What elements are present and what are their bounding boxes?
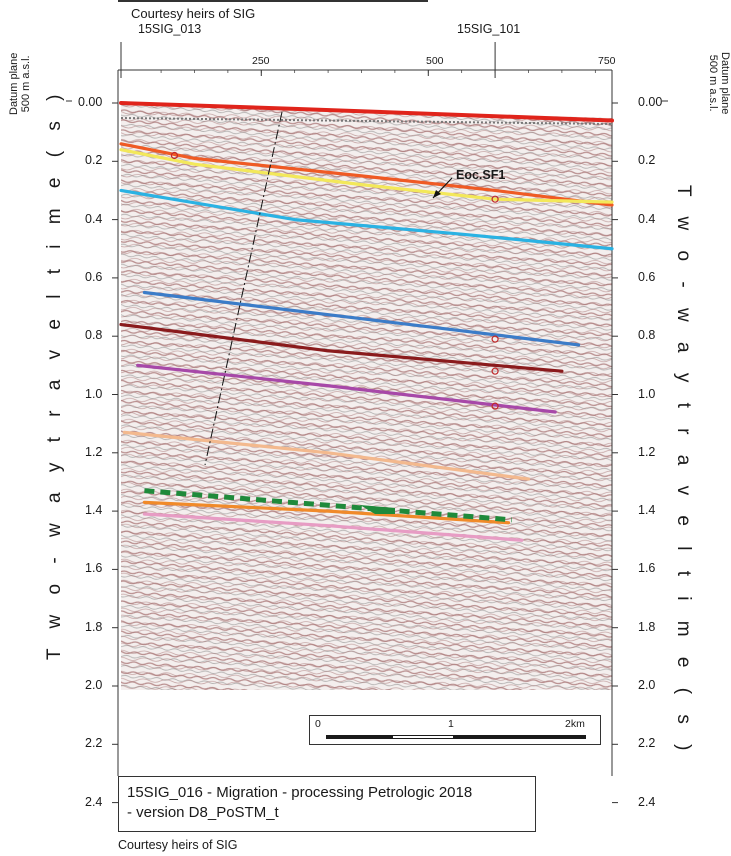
- well-label-15SIG_101: 15SIG_101: [457, 22, 521, 36]
- header-frame-line: [118, 0, 428, 2]
- cdp-tick-750: 750: [598, 55, 616, 67]
- y-tick-label-right: 0.00: [638, 95, 663, 109]
- y-tick-label-right: 0.2: [638, 153, 656, 168]
- y-tick-label-right: 1.4: [638, 503, 656, 518]
- well-tie-marker: [491, 195, 499, 203]
- y-tick-label: 1.0: [85, 386, 103, 401]
- section-frame: [117, 42, 613, 776]
- y-tick-label: 1.6: [85, 561, 103, 576]
- y-tick-label: 0.2: [85, 153, 103, 168]
- y-tick-label-right: 1.2: [638, 444, 656, 459]
- y-tick-label: 0.00: [78, 95, 103, 109]
- y-tick-label-right: 0.4: [638, 211, 656, 226]
- y-tick-label-right: 1.8: [638, 619, 656, 634]
- well-tie-marker: [491, 367, 499, 375]
- caption-line-2: - version D8_PoSTM_t: [127, 804, 279, 821]
- fault-dashdot-line: [204, 111, 283, 466]
- scale-bar: 0 1 2km: [309, 715, 601, 745]
- y-tick-label-right: 0.8: [638, 328, 656, 343]
- well-tie-marker: [170, 151, 179, 160]
- scale-bar-segment-3: [454, 735, 586, 739]
- y-tick-label: 0.8: [85, 328, 103, 343]
- dashed-green-fault: [144, 488, 512, 523]
- green-arrow-icon: [360, 505, 395, 514]
- y-tick-label: 2.0: [85, 678, 103, 692]
- cdp-tick-250: 250: [252, 55, 270, 67]
- scale-label-0: 0: [315, 718, 321, 730]
- y-tick-label-right: 2.2: [638, 736, 656, 751]
- scale-label-1: 1: [448, 718, 454, 730]
- datum-dotted-line: [120, 117, 613, 125]
- y-tick-label: 1.4: [85, 503, 103, 518]
- section-caption: 15SIG_016 - Migration - processing Petro…: [118, 776, 536, 832]
- y-tick-label-right: 1.6: [638, 561, 656, 576]
- horizon-pink: [142, 512, 524, 542]
- y-tick-label: 1.2: [85, 444, 103, 459]
- horizon-yellow: [119, 148, 614, 204]
- horizon-red: [119, 101, 614, 123]
- y-tick-label: 2.2: [85, 736, 103, 751]
- eoc-arrow-head-icon: [433, 190, 441, 198]
- horizon-blue: [142, 290, 581, 347]
- y-tick-label-right: 1.0: [638, 386, 656, 401]
- horizon-lines: [119, 101, 614, 542]
- horizon-maroon: [119, 322, 564, 373]
- scale-bar-segment-2: [392, 735, 454, 739]
- y-tick-label-right: 0.6: [638, 269, 656, 284]
- horizon-purple: [136, 363, 557, 414]
- well-label-15SIG_013: 15SIG_013: [138, 22, 202, 36]
- axis-ticks: [66, 70, 668, 804]
- well-tie-marker: [491, 335, 499, 343]
- y-tick-label: 1.8: [85, 619, 103, 634]
- y-tick-label: 2.4: [85, 794, 103, 809]
- horizon-tan: [122, 430, 531, 481]
- horizon-orange: [142, 500, 511, 525]
- bottom-courtesy-text: Courtesy heirs of SIG: [118, 838, 238, 852]
- y-tick-label: 0.6: [85, 269, 103, 284]
- well-tie-marker: [491, 402, 499, 410]
- scale-label-2km: 2km: [565, 718, 585, 730]
- y-tick-label-right: 2.0: [638, 678, 656, 692]
- scale-bar-segment-1: [326, 735, 392, 739]
- y-tick-label: 0.4: [85, 211, 103, 226]
- horizon-label-eoc-sf1: Eoc.SF1: [456, 168, 506, 182]
- cdp-tick-500: 500: [426, 55, 444, 67]
- y-tick-label-right: 2.4: [638, 794, 656, 809]
- horizon-orange-red: [119, 142, 614, 207]
- caption-line-1: 15SIG_016 - Migration - processing Petro…: [127, 784, 473, 801]
- top-courtesy-text: Courtesy heirs of SIG: [131, 6, 256, 21]
- horizon-cyan: [119, 188, 614, 251]
